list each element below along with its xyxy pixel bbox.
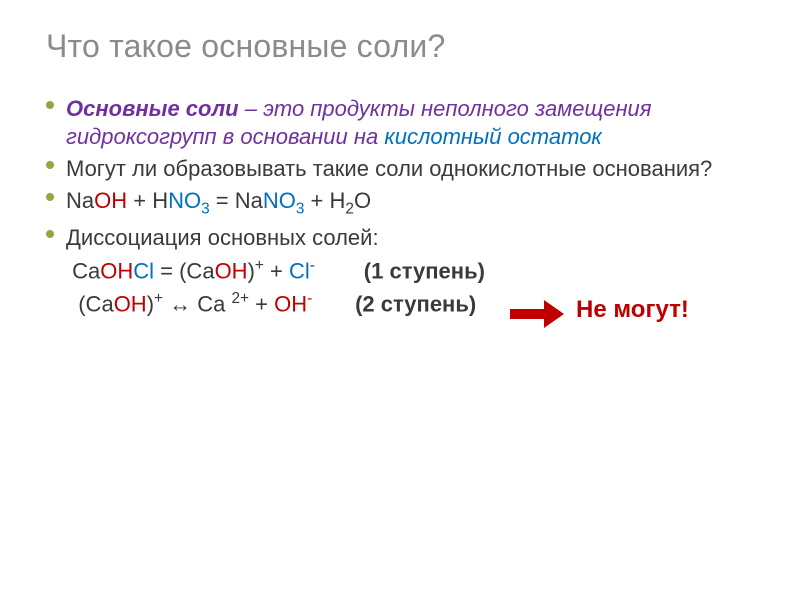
diss-step1: CaOHCl = (CaOH)+ + Cl- (1 ступень) bbox=[46, 256, 754, 285]
equation1-item: NaOH + HNO3 = NaNO3 + H2O bbox=[46, 187, 754, 219]
question-item: Могут ли образовывать такие соли однокис… bbox=[46, 155, 754, 183]
slide-title: Что такое основные соли? bbox=[46, 28, 754, 65]
eq1: NaOH + HNO3 = NaNO3 + H2O bbox=[66, 188, 371, 213]
arrow-icon bbox=[510, 300, 564, 328]
bullet-icon bbox=[46, 161, 54, 169]
diss-header-item: Диссоциация основных солей: bbox=[46, 224, 754, 252]
callout-text: Не могут! bbox=[576, 296, 689, 324]
content-list: Основные соли – это продукты неполного з… bbox=[46, 95, 754, 252]
dash: – bbox=[239, 96, 263, 121]
term: Основные соли bbox=[66, 96, 239, 121]
acid-residue: кислотный остаток bbox=[384, 124, 602, 149]
arrow-head-icon bbox=[544, 300, 564, 328]
diss-header: Диссоциация основных солей: bbox=[66, 225, 379, 250]
bullet-icon bbox=[46, 193, 54, 201]
definition-item: Основные соли – это продукты неполного з… bbox=[46, 95, 754, 151]
bullet-icon bbox=[46, 230, 54, 238]
arrow-shaft bbox=[510, 309, 544, 319]
question-text: Могут ли образовывать такие соли однокис… bbox=[66, 156, 712, 181]
bullet-icon bbox=[46, 101, 54, 109]
